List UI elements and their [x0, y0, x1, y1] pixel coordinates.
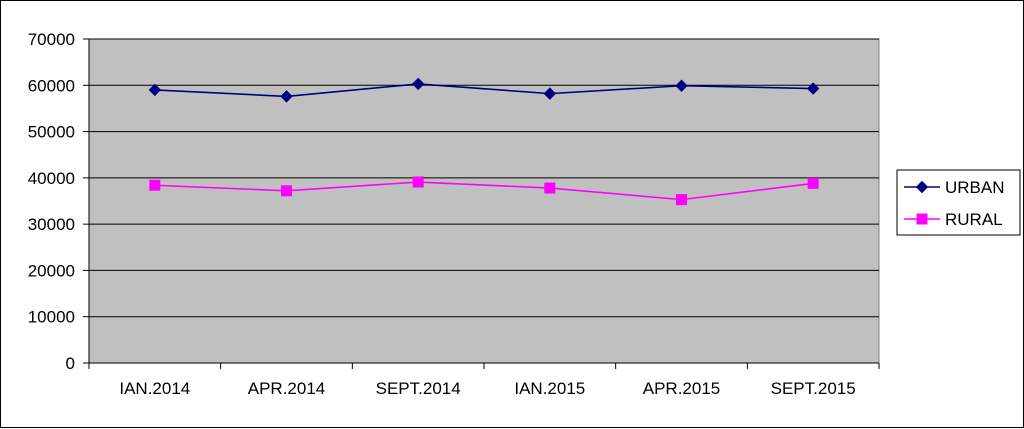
point-urban	[148, 83, 162, 97]
point-rural	[676, 194, 687, 206]
series-line-rural	[154, 181, 814, 201]
legend-label-urban: URBAN	[945, 178, 1005, 197]
y-tick-label: 20000	[28, 261, 75, 280]
x-tick-label: APR.2014	[248, 379, 326, 398]
legend-marker-rural	[916, 213, 928, 225]
point-rural	[412, 176, 424, 188]
x-tick-label: SEPT.2014	[376, 379, 461, 398]
y-tick-label: 60000	[28, 76, 75, 95]
x-axis: IAN.2014 APR.2014 SEPT.2014 IAN.2015 APR.201…	[88, 362, 880, 398]
point-urban	[806, 82, 820, 95]
series-layer	[148, 77, 820, 206]
x-tick-label: IAN.2015	[514, 379, 585, 398]
gridlines	[89, 38, 879, 318]
x-tick-label: SEPT.2015	[771, 379, 856, 398]
y-tick-label: 40000	[28, 169, 75, 188]
series-rural	[149, 176, 819, 206]
y-tick-label: 30000	[28, 215, 75, 234]
legend-item-urban: URBAN	[904, 178, 1005, 197]
point-urban	[280, 90, 293, 103]
point-urban	[543, 87, 557, 100]
y-tick-label: 70000	[28, 30, 75, 49]
point-rural	[544, 182, 556, 194]
x-tick-label: APR.2015	[643, 379, 721, 398]
x-tick-label: IAN.2014	[119, 379, 190, 398]
point-urban	[675, 79, 688, 92]
legend-marker-urban	[915, 180, 929, 194]
point-rural	[149, 179, 161, 191]
legend-label-rural: RURAL	[945, 210, 1003, 229]
series-urban	[148, 77, 820, 103]
point-rural	[807, 177, 819, 189]
legend: URBAN RURAL	[896, 169, 1021, 236]
y-axis: 0 10000 20000 30000 40000 50000 60000 70000	[28, 30, 90, 373]
y-tick-label: 50000	[28, 123, 75, 142]
series-line-urban	[154, 83, 814, 98]
legend-item-rural: RURAL	[904, 210, 1003, 229]
y-tick-label: 0	[66, 354, 75, 373]
point-urban	[411, 77, 425, 91]
y-tick-label: 10000	[28, 308, 75, 327]
point-rural	[281, 185, 292, 197]
